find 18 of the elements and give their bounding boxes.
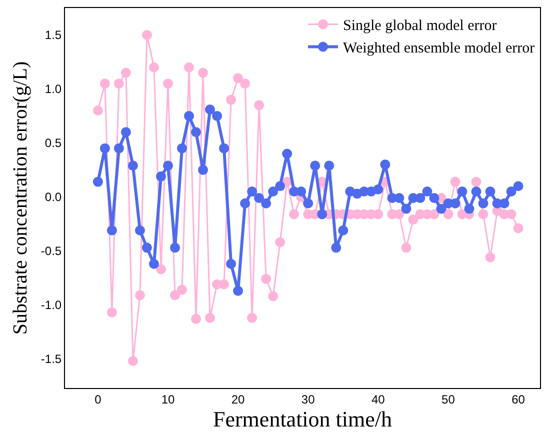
y-tick-label: 0.5 bbox=[44, 136, 62, 150]
y-tick-label: -1.0 bbox=[40, 298, 62, 312]
legend-label: Weighted ensemble model error bbox=[343, 40, 535, 57]
x-tick-label: 40 bbox=[371, 392, 386, 406]
y-tick-label: 1.5 bbox=[44, 28, 62, 42]
x-axis-title: Fermentation time/h bbox=[212, 406, 392, 432]
y-tick-label: -1.5 bbox=[40, 352, 62, 366]
y-tick-label: 1.0 bbox=[44, 82, 62, 96]
x-tick-label: 10 bbox=[161, 392, 175, 406]
x-tick-label: 0 bbox=[94, 392, 102, 406]
y-tick-label: -0.5 bbox=[40, 244, 62, 258]
y-axis-title: Substrate concentration error(g/L) bbox=[9, 61, 32, 335]
legend-label: Single global model error bbox=[343, 18, 497, 34]
x-tick-label: 30 bbox=[301, 392, 316, 406]
y-tick-label: 0.0 bbox=[44, 190, 62, 204]
x-tick-label: 50 bbox=[442, 392, 456, 406]
x-tick-label: 60 bbox=[512, 392, 526, 406]
x-tick-label: 20 bbox=[231, 392, 246, 406]
